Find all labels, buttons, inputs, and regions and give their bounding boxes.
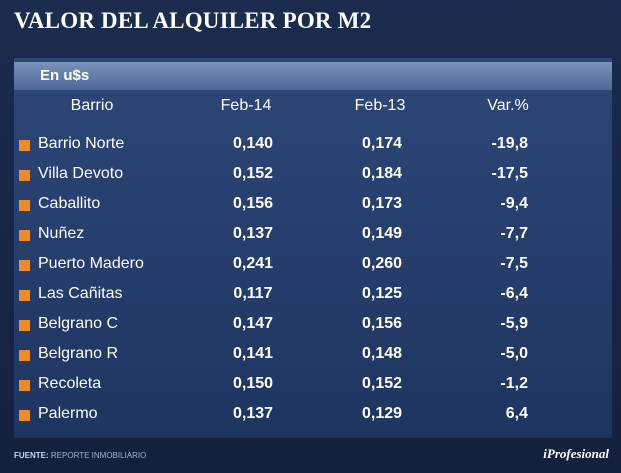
barrio-cell: Barrio Norte [38,135,125,152]
row-bullet [19,170,30,181]
row-bullet [19,200,30,211]
value-cell: -9,4 [500,195,528,212]
value-cell: -1,2 [500,375,528,392]
value-cell: 0,174 [361,135,403,152]
value-cell: 0,140 [232,135,274,152]
value-cell: -17,5 [491,165,528,182]
value-cell: -7,7 [500,225,528,242]
barrio-cell: Belgrano C [38,315,119,332]
column-header: Feb-13 [354,97,406,114]
value-cell: 0,156 [232,195,274,212]
value-cell: -19,8 [491,135,528,152]
value-cell: 0,260 [361,255,403,272]
value-cell: 0,156 [361,315,403,332]
source-label: FUENTE: [14,451,49,460]
value-cell: 0,152 [232,165,274,182]
barrio-cell: Nuñez [38,225,85,242]
column-header: Feb-14 [220,97,272,114]
value-cell: 0,152 [361,375,403,392]
value-cell: -7,5 [500,255,528,272]
value-cell: 0,137 [232,225,274,242]
row-bullet [19,140,30,151]
value-cell: 0,184 [361,165,403,182]
barrio-cell: Recoleta [38,375,102,392]
barrio-cell: Caballito [38,195,101,212]
value-cell: 0,147 [232,315,274,332]
row-bullet [19,320,30,331]
value-cell: 6,4 [505,405,528,422]
row-bullet [19,230,30,241]
footer: FUENTE: REPORTE INMOBILIARIO [14,451,146,460]
row-bullet [19,290,30,301]
brand: iProfesional [543,446,609,461]
value-cell: -6,4 [500,285,528,302]
column-header: Var.% [487,97,529,114]
column-header: Barrio [70,97,114,114]
table-panel [14,58,612,438]
value-cell: 0,241 [232,255,274,272]
caption-band [14,62,612,90]
value-cell: 0,173 [361,195,403,212]
table-caption: En u$s [40,67,90,84]
value-cell: 0,129 [361,405,403,422]
source: REPORTE INMOBILIARIO [50,451,147,460]
barrio-cell: Belgrano R [38,345,119,362]
barrio-cell: Las Cañitas [38,285,123,302]
barrio-cell: Puerto Madero [38,255,144,272]
value-cell: 0,117 [233,285,273,302]
value-cell: 0,148 [361,345,403,362]
row-bullet [19,380,30,391]
value-cell: 0,150 [232,375,274,392]
value-cell: 0,125 [361,285,403,302]
value-cell: 0,141 [232,345,274,362]
row-bullet [19,410,30,421]
barrio-cell: Villa Devoto [38,165,124,182]
value-cell: 0,149 [361,225,403,242]
barrio-cell: Palermo [38,405,98,422]
value-cell: -5,0 [500,345,528,362]
row-bullet [19,260,30,271]
title: VALOR DEL ALQUILER POR M2 [14,8,372,33]
row-bullet [19,350,30,361]
value-cell: -5,9 [500,315,528,332]
value-cell: 0,137 [232,405,274,422]
